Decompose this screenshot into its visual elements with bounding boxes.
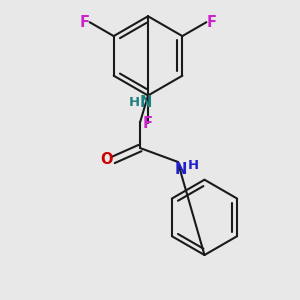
Text: O: O [100,152,113,167]
Text: H: H [188,159,199,172]
Text: F: F [206,15,216,30]
Text: F: F [80,15,90,30]
Text: N: N [140,95,152,110]
Text: N: N [175,162,187,177]
Text: H: H [129,96,140,109]
Text: F: F [143,116,153,131]
